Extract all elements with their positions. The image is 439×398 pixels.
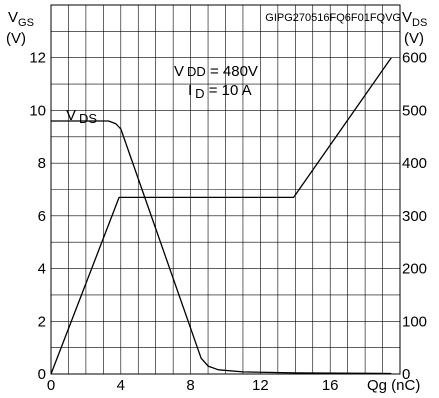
y-right-tick-label: 200 [402,261,427,278]
series-line-vds [51,120,392,375]
grid [51,5,400,374]
annotation-id-sub: D [195,86,204,101]
y-right-tick-label: 0 [402,366,410,383]
x-tick-label: 0 [47,377,55,394]
figure-id: GIPG270516FQ6F01FQVG [265,12,401,24]
right-axis-label: VDS [402,9,427,29]
y-left-tick-label: 10 [29,102,46,119]
y-right-tick-label: 500 [402,102,427,119]
right-axis-label-main: V [402,9,412,26]
tick-labels: 0 4 8 12 16 0 2 4 6 8 10 12 0 100 200 300 400 500 600 [29,50,427,394]
x-tick-label: 12 [252,377,269,394]
y-left-tick-label: 6 [38,208,46,225]
annotation-vdd: V DD = 480V [174,63,258,80]
right-axis-label-sub: DS [412,17,427,29]
series-label-vds: V DS [66,107,97,126]
y-left-tick-label: 4 [38,261,46,278]
annotation-vdd-main: V [174,63,184,80]
annotation-id-main: I [188,82,192,99]
series-line-vgs [50,57,392,375]
y-left-tick-label: 12 [29,50,46,67]
x-tick-label: 8 [186,377,194,394]
left-axis-label: VGS [8,9,34,29]
x-tick-label: 16 [322,377,339,394]
y-right-tick-label: 300 [402,208,427,225]
left-axis-label-main: V [8,9,18,26]
y-left-tick-label: 8 [38,155,46,172]
y-left-tick-label: 2 [38,313,46,330]
y-right-tick-label: 100 [402,313,427,330]
annotation-vdd-sub: DD [187,64,206,79]
x-tick-label: 4 [117,377,125,394]
plot-frame [50,4,401,375]
y-left-tick-label: 0 [38,366,46,383]
x-axis-label: Qg (nC) [367,377,420,394]
right-axis-unit: (V) [404,30,424,47]
y-right-tick-label: 400 [402,155,427,172]
left-axis-label-sub: GS [18,17,34,29]
annotation-vdd-rest: = 480V [206,63,258,80]
series-label-main: V [66,107,76,124]
series-label-sub: DS [79,111,97,126]
left-axis-unit: (V) [6,30,26,47]
y-right-tick-label: 600 [402,50,427,67]
annotation-id-rest: = 10 A [205,82,252,99]
series-layer [50,57,392,375]
